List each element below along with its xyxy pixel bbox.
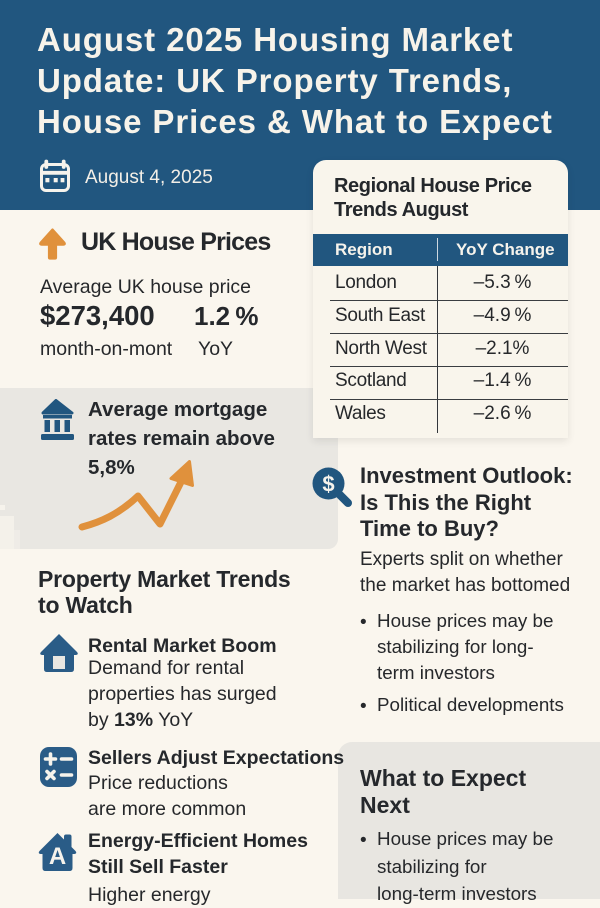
- svg-text:$: $: [322, 472, 334, 497]
- svg-text:A: A: [49, 843, 66, 870]
